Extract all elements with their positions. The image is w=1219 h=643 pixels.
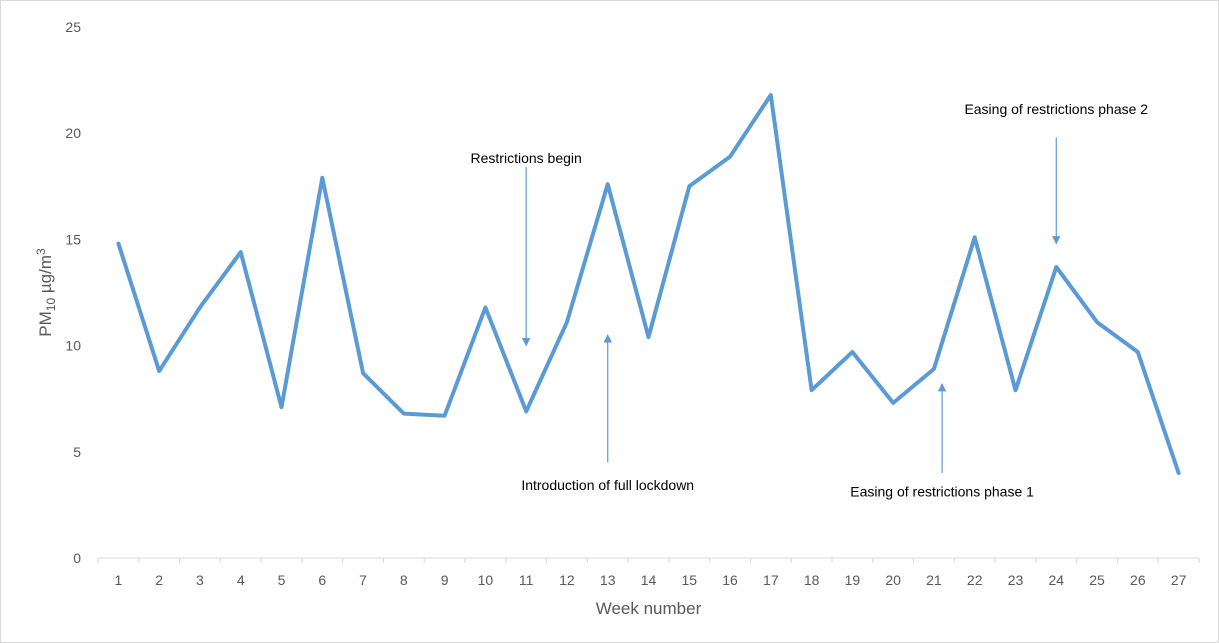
annotation-label: Introduction of full lockdown [521, 477, 694, 493]
x-tick-label: 14 [641, 572, 657, 588]
x-tick-label: 10 [478, 572, 494, 588]
x-tick-label: 5 [278, 572, 286, 588]
annotation-label: Restrictions begin [471, 150, 582, 166]
x-tick-label: 8 [400, 572, 408, 588]
x-tick-label: 15 [681, 572, 697, 588]
x-tick-label: 19 [845, 572, 861, 588]
y-title-subscript: 10 [44, 298, 58, 312]
y-tick-label: 5 [73, 444, 81, 460]
y-tick-label: 0 [73, 550, 81, 566]
annotation-label: Easing of restrictions phase 1 [850, 483, 1034, 499]
x-tick-label: 24 [1048, 572, 1064, 588]
x-axis-title: Week number [596, 599, 702, 618]
x-axis-ticks: 1 2 3 4 5 6 7 8 9 10 11 12 13 14 15 16 17 18 19 20 21 22 23 24 2… [97, 558, 1200, 588]
x-tick-label: 23 [1008, 572, 1024, 588]
x-tick-label: 13 [600, 572, 616, 588]
y-axis-title: PM10 µg/m3 [34, 248, 58, 337]
y-title-superscript: 3 [34, 248, 48, 255]
series-line [116, 93, 1181, 475]
x-tick-label: 11 [519, 572, 534, 588]
x-tick-label: 18 [804, 572, 820, 588]
y-tick-label: 25 [65, 19, 81, 35]
y-title-main: PM [36, 311, 55, 337]
x-tick-label: 2 [155, 572, 163, 588]
x-tick-label: 7 [359, 572, 367, 588]
x-tick-label: 4 [237, 572, 245, 588]
x-tick-label: 27 [1171, 572, 1187, 588]
x-tick-label: 12 [559, 572, 575, 588]
y-axis-ticks: 0 5 10 15 20 25 [65, 19, 81, 566]
x-tick-label: 17 [763, 572, 779, 588]
x-tick-label: 26 [1130, 572, 1146, 588]
x-tick-label: 9 [441, 572, 449, 588]
x-tick-label: 25 [1089, 572, 1105, 588]
annotation-label: Easing of restrictions phase 2 [964, 101, 1148, 117]
y-tick-label: 15 [65, 231, 81, 247]
x-tick-label: 3 [196, 572, 204, 588]
y-tick-label: 20 [65, 125, 81, 141]
y-title-unit: µg/m [36, 255, 55, 298]
x-tick-label: 21 [926, 572, 942, 588]
x-tick-label: 6 [318, 572, 326, 588]
x-tick-label: 1 [114, 572, 122, 588]
annotations: Restrictions begin Introduction of full l… [471, 101, 1149, 499]
x-tick-label: 16 [722, 572, 738, 588]
x-tick-label: 20 [885, 572, 901, 588]
x-tick-label: 22 [967, 572, 983, 588]
y-tick-label: 10 [65, 338, 81, 354]
